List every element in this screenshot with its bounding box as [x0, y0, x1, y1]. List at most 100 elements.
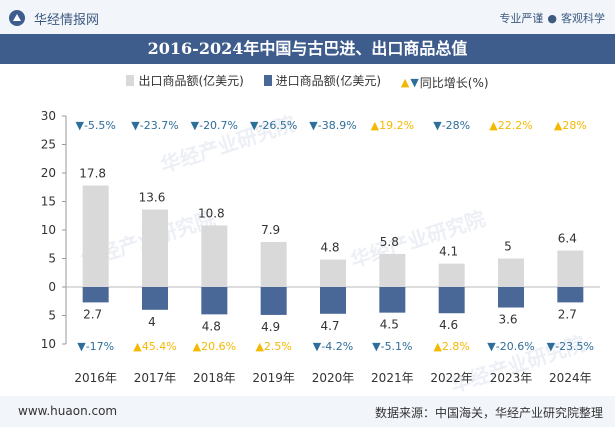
- import-growth-value: 2.8%: [442, 340, 470, 353]
- up-triangle-icon: ▲: [433, 340, 442, 353]
- export-growth-value: -26.5%: [258, 119, 297, 132]
- import-bar: [82, 287, 109, 303]
- up-triangle-icon: ▲: [371, 119, 380, 132]
- export-growth-label: ▼-28%: [433, 119, 470, 132]
- up-triangle-icon: ▲: [489, 119, 498, 132]
- export-value-label: 17.8: [79, 167, 106, 181]
- export-value-label: 10.8: [198, 206, 225, 220]
- export-bar: [438, 263, 465, 287]
- chart-title: 2016-2024年中国与古巴进、出口商品总值: [147, 39, 468, 58]
- y-tick-label: 15: [41, 195, 56, 209]
- import-value-label: 3.6: [498, 313, 517, 327]
- import-bar: [498, 287, 524, 308]
- legend-growth: ▲ ▼ 同比增长(%): [401, 74, 489, 91]
- export-bar: [142, 209, 168, 287]
- legend: 出口商品额(亿美元) 进口商品额(亿美元) ▲ ▼ 同比增长(%): [0, 72, 615, 92]
- import-growth-value: 20.6%: [201, 340, 236, 353]
- export-value-label: 5.8: [380, 235, 399, 249]
- chart-area: 华经产业研究院华经产业研究院华经产业研究院华经产业研究院 30252015105…: [41, 109, 600, 396]
- y-tick-label: 5: [48, 252, 56, 266]
- tagline: 专业严谨 ● 客观科学: [499, 10, 605, 26]
- import-growth-label: ▲2.8%: [433, 340, 469, 353]
- export-bar: [498, 258, 524, 287]
- up-triangle-icon: ▲: [133, 340, 142, 353]
- export-growth-value: -20.7%: [199, 119, 238, 132]
- x-category-label: 2024年: [549, 371, 592, 385]
- x-category-label: 2018年: [193, 371, 236, 385]
- export-bar: [379, 253, 406, 287]
- import-growth-value: -4.2%: [321, 340, 353, 353]
- down-triangle-icon: ▼: [309, 119, 318, 132]
- import-value-label: 2.7: [558, 307, 577, 321]
- brand-name: 华经情报网: [34, 13, 100, 28]
- import-growth-label: ▼-5.1%: [372, 340, 412, 353]
- legend-export-label: 出口商品额(亿美元): [138, 74, 244, 88]
- y-tick-label: 0: [48, 280, 56, 294]
- x-category-label: 2017年: [134, 371, 177, 385]
- down-triangle-icon: ▼: [313, 340, 322, 353]
- legend-import-label: 进口商品额(亿美元): [275, 74, 382, 88]
- import-growth-label: ▼-17%: [77, 340, 114, 353]
- export-bar: [320, 259, 346, 287]
- import-growth-value: -17%: [86, 340, 114, 353]
- down-triangle-icon: ▼: [75, 119, 84, 132]
- export-bar: [201, 225, 228, 287]
- export-value-label: 6.4: [558, 232, 577, 246]
- export-growth-value: 19.2%: [379, 119, 414, 132]
- import-growth-value: -5.1%: [381, 340, 413, 353]
- down-triangle-icon: ▼: [410, 76, 419, 89]
- import-value-label: 2.7: [83, 307, 102, 321]
- export-growth-label: ▲22.2%: [489, 119, 532, 132]
- import-bar: [260, 287, 287, 315]
- import-growth-label: ▲45.4%: [133, 340, 176, 353]
- x-category-label: 2023年: [490, 371, 533, 385]
- import-growth-value: 45.4%: [142, 340, 177, 353]
- export-growth-value: 22.2%: [498, 119, 533, 132]
- down-triangle-icon: ▼: [372, 340, 381, 353]
- import-bar: [557, 287, 584, 303]
- down-triangle-icon: ▼: [131, 119, 140, 132]
- import-bar: [142, 287, 168, 310]
- export-value-label: 13.6: [139, 190, 166, 204]
- export-growth-value: -28%: [442, 119, 470, 132]
- x-category-label: 2021年: [371, 371, 414, 385]
- export-bar: [82, 185, 109, 287]
- import-growth-value: -23.5%: [555, 340, 594, 353]
- down-triangle-icon: ▼: [191, 119, 200, 132]
- export-growth-label: ▼-23.7%: [131, 119, 178, 132]
- import-bar: [379, 287, 406, 313]
- top-bar: 华经情报网 专业严谨 ● 客观科学: [0, 0, 615, 34]
- down-triangle-icon: ▼: [433, 119, 442, 132]
- import-value-label: 4.8: [202, 319, 221, 333]
- export-bar: [260, 241, 287, 287]
- export-growth-label: ▲19.2%: [371, 119, 414, 132]
- footer-url: www.huaon.com: [18, 404, 118, 418]
- export-growth-value: 28%: [562, 119, 586, 132]
- export-growth-value: -23.7%: [140, 119, 179, 132]
- export-growth-value: -5.5%: [84, 119, 116, 132]
- up-triangle-icon: ▲: [255, 340, 264, 353]
- footer: www.huaon.com 数据来源：中国海关，华经产业研究院整理: [0, 396, 615, 427]
- up-triangle-icon: ▲: [400, 76, 410, 89]
- watermark-text: 华经产业研究院: [348, 206, 489, 272]
- import-bar: [201, 287, 228, 315]
- bars: [82, 185, 584, 315]
- brand-logo-icon: [9, 10, 25, 26]
- export-growth-label: ▼-20.7%: [191, 119, 238, 132]
- import-growth-value: 2.5%: [264, 340, 292, 353]
- footer-source: 数据来源：中国海关，华经产业研究院整理: [374, 406, 603, 420]
- import-growth-label: ▼-23.5%: [547, 340, 594, 353]
- title-bar: 2016-2024年中国与古巴进、出口商品总值: [0, 34, 615, 64]
- tagline-right: 客观科学: [561, 12, 605, 25]
- import-value-label: 4.9: [261, 320, 280, 334]
- import-value-label: 4.7: [320, 319, 339, 333]
- import-swatch-icon: [263, 75, 272, 86]
- x-category-label: 2016年: [74, 371, 117, 385]
- export-value-label: 4.8: [320, 241, 339, 255]
- separator-dot-icon: ●: [547, 12, 557, 25]
- export-value-label: 4.1: [439, 245, 458, 259]
- import-growth-label: ▲20.6%: [193, 340, 236, 353]
- x-category-label: 2020年: [312, 371, 355, 385]
- y-tick-label: 20: [41, 166, 56, 180]
- import-growth-value: -20.6%: [496, 340, 535, 353]
